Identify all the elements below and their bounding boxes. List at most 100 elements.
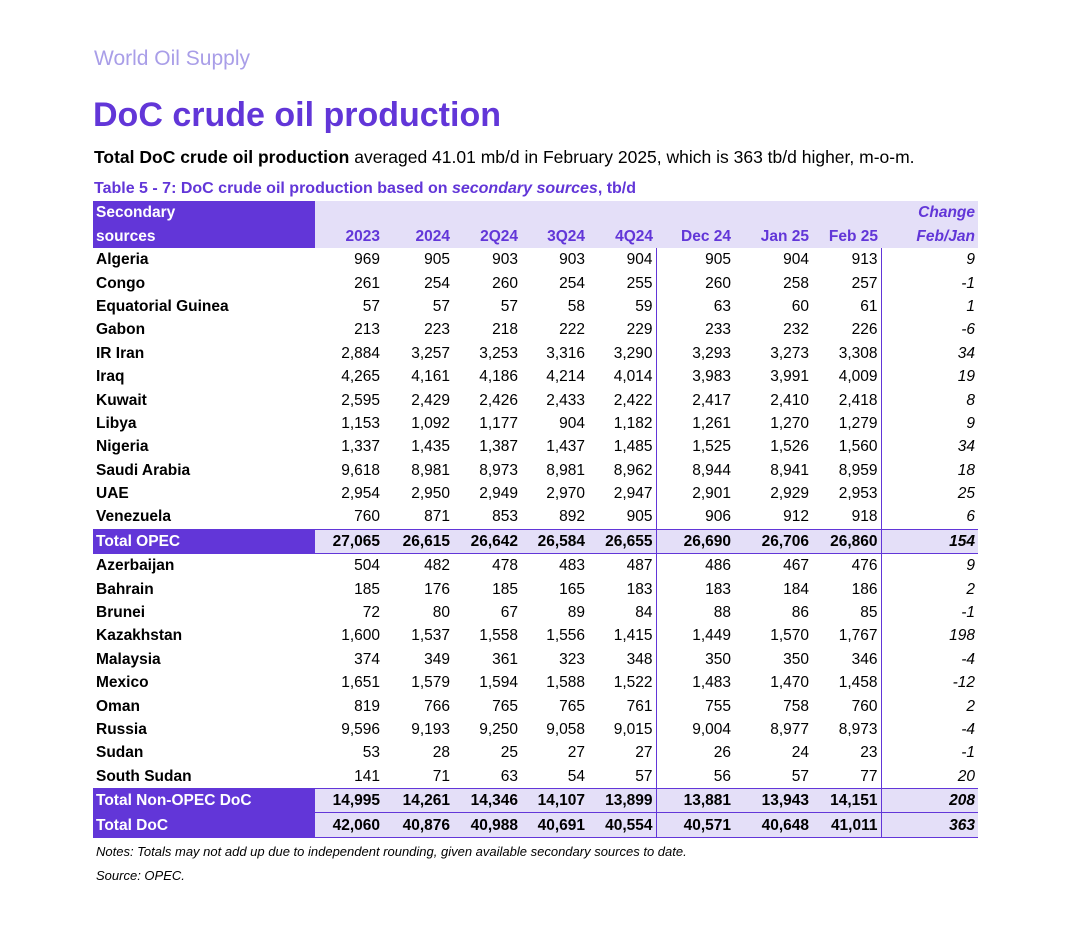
value-cell: 1,594 [479, 674, 518, 692]
value-cell: 1,570 [770, 627, 809, 645]
table-row: Nigeria 1,337 1,435 1,387 1,437 1,485 1,525 1,5… [93, 435, 978, 459]
row-label: Iraq [96, 368, 125, 386]
value-cell: 1,556 [546, 627, 585, 645]
value-cell: 904 [783, 251, 809, 269]
value-cell: 9,004 [692, 721, 731, 738]
table-row: Venezuela 760 871 853 892 905 906 912 918 6 [93, 505, 978, 530]
row-label: Congo [96, 274, 146, 292]
value-cell: 2,884 [341, 344, 380, 362]
table-row: South Sudan 141 71 63 54 57 56 57 77 20 [93, 764, 978, 789]
row-label: Sudan [96, 744, 144, 762]
value-cell: 41,011 [812, 812, 882, 838]
value-cell: 4,186 [479, 368, 518, 386]
value-cell: 85 [812, 600, 882, 625]
value-cell: 2,947 [588, 481, 657, 506]
value-cell: 476 [812, 553, 882, 578]
table-total-row: Total Non-OPEC DoC 14,995 14,261 14,346 14,1… [93, 787, 978, 814]
value-cell: 226 [812, 318, 882, 342]
header-blank [315, 201, 383, 225]
value-cell: 4,214 [546, 368, 585, 386]
row-label: Oman [96, 697, 140, 715]
value-cell: 4,014 [588, 364, 657, 389]
table-notes: Notes: Totals may not add up due to inde… [96, 844, 687, 859]
column-header: 4Q24 [588, 224, 656, 248]
change-cell: -12 [952, 674, 975, 692]
header-source-2: sources [93, 224, 315, 248]
value-cell: 350 [783, 650, 809, 668]
value-cell: 1,092 [411, 414, 450, 432]
row-label: Total OPEC [93, 528, 315, 555]
change-cell: -1 [961, 274, 975, 292]
value-cell: 871 [424, 508, 450, 526]
value-cell: 1,153 [341, 414, 380, 432]
value-cell: 27 [588, 741, 657, 765]
header-change-1: Change [881, 201, 978, 225]
value-cell: 71 [432, 767, 450, 785]
value-cell: 350 [705, 650, 731, 668]
table-row: Libya 1,153 1,092 1,177 904 1,182 1,261 1,270 1,… [93, 411, 978, 436]
value-cell: 13,899 [588, 787, 657, 814]
value-cell: 2,950 [411, 485, 450, 503]
value-cell: 755 [705, 697, 731, 715]
value-cell: 8,977 [770, 721, 809, 738]
table-total-row: Total OPEC 27,065 26,615 26,642 26,584 26,655… [93, 528, 978, 555]
value-cell: 1,522 [588, 671, 657, 695]
header-row-2: sources 2023 2024 2Q24 3Q24 4Q24 Dec 24 … [93, 224, 978, 248]
value-cell: 26,642 [453, 528, 521, 555]
change-cell: 34 [957, 344, 975, 362]
value-cell: 57 [791, 767, 809, 785]
change-cell: 9 [966, 557, 975, 575]
value-cell: 1,387 [479, 438, 518, 456]
value-cell: 2,418 [812, 388, 882, 412]
value-cell: 853 [492, 508, 518, 526]
header-blank [588, 201, 656, 225]
value-cell: 60 [791, 297, 809, 315]
value-cell: 57 [588, 764, 657, 789]
value-cell: 9,596 [341, 721, 380, 738]
caption-part-b: secondary sources [451, 180, 598, 197]
value-cell: 185 [354, 580, 380, 598]
value-cell: 8,981 [411, 461, 450, 479]
value-cell: 260 [492, 274, 518, 292]
value-cell: 3,983 [692, 368, 731, 386]
change-cell: -4 [961, 721, 975, 738]
value-cell: 8,973 [812, 717, 882, 742]
value-cell: 467 [783, 557, 809, 575]
value-cell: 2,970 [546, 485, 585, 503]
value-cell: 487 [588, 553, 657, 578]
value-cell: 761 [588, 694, 657, 718]
value-cell: 760 [354, 508, 380, 526]
lead-rest: averaged 41.01 mb/d in February 2025, wh… [349, 147, 915, 167]
value-cell: 1,483 [692, 674, 731, 692]
row-label: IR Iran [96, 344, 145, 362]
value-cell: 2,929 [770, 485, 809, 503]
value-cell: 40,571 [656, 812, 734, 838]
section-heading: World Oil Supply [94, 47, 251, 70]
value-cell: 1,485 [588, 435, 657, 459]
value-cell: 40,691 [521, 812, 588, 838]
value-cell: 9,058 [546, 721, 585, 738]
row-label: Russia [96, 721, 147, 738]
value-cell: 1,437 [546, 438, 585, 456]
change-cell: 363 [881, 812, 978, 838]
value-cell: 765 [492, 697, 518, 715]
value-cell: 14,107 [521, 787, 588, 814]
value-cell: 8,962 [588, 458, 657, 482]
table-row: Sudan 53 28 25 27 27 26 24 23 -1 [93, 741, 978, 765]
value-cell: 3,273 [770, 344, 809, 362]
value-cell: 1,588 [546, 674, 585, 692]
value-cell: 26,584 [521, 528, 588, 555]
value-cell: 255 [588, 271, 657, 295]
value-cell: 1,470 [770, 674, 809, 692]
column-header: Jan 25 [734, 224, 812, 248]
value-cell: 1,279 [812, 411, 882, 436]
value-cell: 40,648 [734, 812, 812, 838]
value-cell: 374 [354, 650, 380, 668]
value-cell: 260 [705, 274, 731, 292]
row-label: Bahrain [96, 580, 154, 598]
value-cell: 183 [588, 577, 657, 601]
value-cell: 232 [783, 321, 809, 339]
value-cell: 61 [812, 294, 882, 319]
value-cell: 183 [705, 580, 731, 598]
header-blank [812, 201, 881, 225]
